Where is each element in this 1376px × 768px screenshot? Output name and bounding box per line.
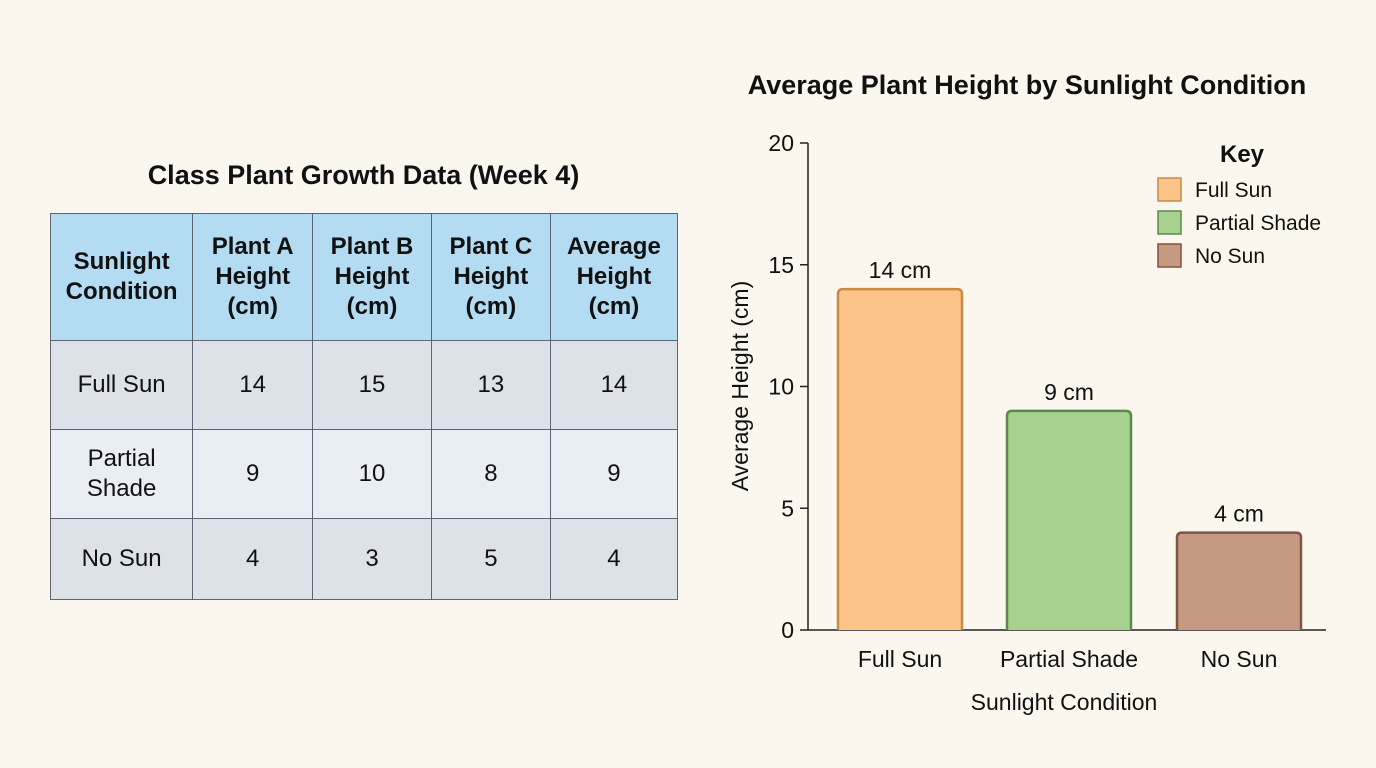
chart-title: Average Plant Height by Sunlight Conditi… [747, 70, 1307, 100]
table-cell: 8 [430, 429, 551, 519]
row-label-cell: No Sun [49, 518, 194, 600]
row-label-cell: Full Sun [49, 340, 194, 430]
table-cell: 3 [312, 518, 432, 600]
legend-entry: Partial Shade [1195, 212, 1321, 235]
table-row: Full Sun 14 15 13 14 [49, 340, 679, 430]
table-cell: 13 [430, 340, 551, 430]
legend-entry: No Sun [1195, 245, 1265, 268]
column-header: Plant B Height (cm) [312, 213, 432, 341]
legend-swatch [1157, 210, 1182, 235]
y-tick-label: 10 [768, 374, 794, 400]
data-label: 14 cm [869, 257, 932, 283]
legend-swatch [1157, 177, 1182, 202]
y-tick-label: 20 [768, 130, 794, 156]
data-label: 4 cm [1214, 501, 1264, 527]
table-row: Partial Shade 9 10 8 9 [49, 429, 679, 519]
table-cell: 14 [549, 340, 679, 430]
table-cell: 9 [549, 429, 679, 519]
bar-partial-shade [1005, 409, 1133, 630]
y-axis-label: Average Height (cm) [727, 281, 753, 492]
column-header: Average Height (cm) [549, 213, 679, 341]
table-cell: 15 [312, 340, 432, 430]
legend-entry: Full Sun [1195, 179, 1272, 202]
bar-full-sun [836, 287, 964, 630]
table-row: No Sun 4 3 5 4 [49, 518, 679, 600]
column-header: Sunlight Condition [49, 213, 194, 341]
x-axis-label: Sunlight Condition [971, 689, 1158, 715]
row-label-cell: Partial Shade [49, 429, 194, 519]
table-title: Class Plant Growth Data (Week 4) [147, 160, 580, 190]
table-cell: 4 [549, 518, 679, 600]
legend-swatch [1157, 243, 1182, 268]
y-tick-label: 0 [781, 617, 794, 643]
table-header-row: Sunlight Condition Plant A Height (cm) Pla… [49, 213, 679, 341]
x-tick-label: No Sun [1201, 646, 1278, 672]
bar-no-sun [1175, 531, 1303, 630]
x-tick-label: Full Sun [858, 646, 942, 672]
table-cell: 9 [192, 429, 314, 519]
plant-growth-table: Sunlight Condition Plant A Height (cm) Pla… [49, 213, 679, 600]
table-cell: 5 [430, 518, 551, 600]
column-header: Plant A Height (cm) [192, 213, 314, 341]
table-cell: 4 [192, 518, 314, 600]
table-cell: 10 [312, 429, 432, 519]
y-tick-label: 5 [781, 495, 794, 521]
table-cell: 14 [192, 340, 314, 430]
data-label: 9 cm [1044, 379, 1094, 405]
y-tick-label: 15 [768, 252, 794, 278]
legend-title: Key [1220, 141, 1265, 168]
x-tick-label: Partial Shade [1000, 646, 1138, 672]
column-header: Plant C Height (cm) [430, 213, 551, 341]
